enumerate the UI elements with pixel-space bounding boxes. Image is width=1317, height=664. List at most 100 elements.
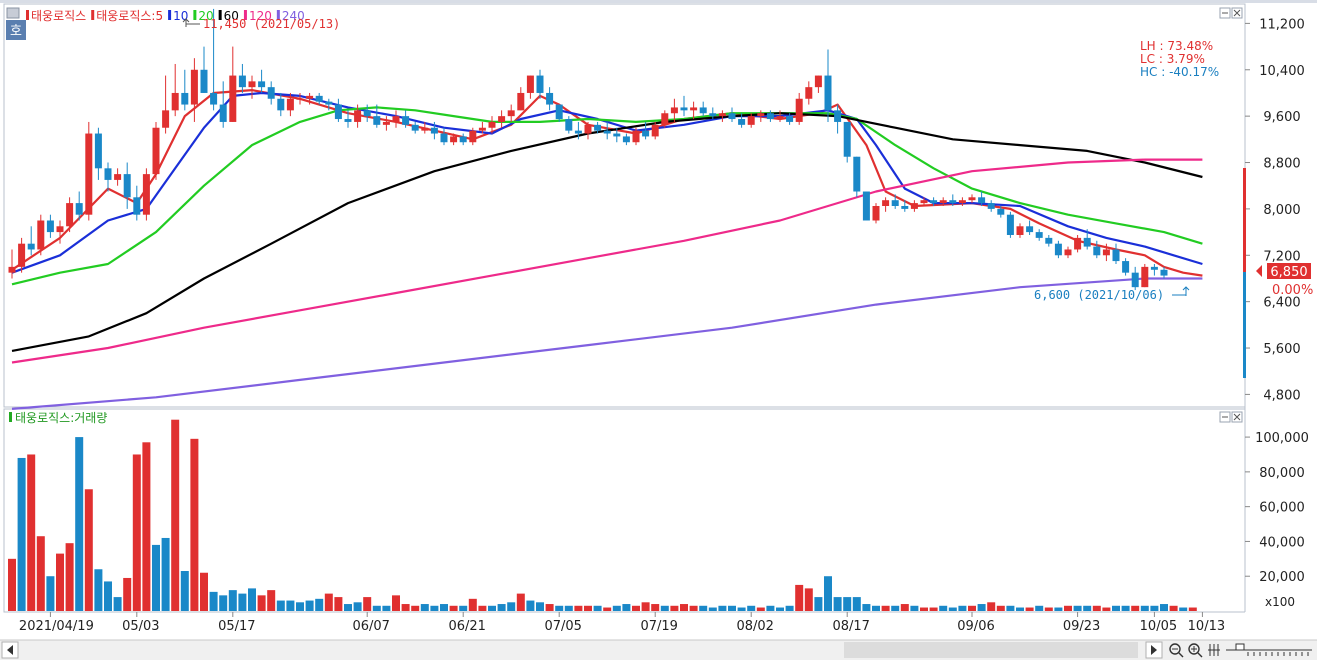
- volume-bar: [737, 607, 746, 611]
- candle: [334, 98, 342, 122]
- hoga-button[interactable]: [6, 20, 26, 40]
- stat-hc: HC : -40.17%: [1140, 65, 1219, 79]
- volume-bar: [900, 604, 909, 611]
- zoom-in-icon[interactable]: [1188, 643, 1203, 658]
- volume-bar: [75, 437, 84, 611]
- price-tick-label: 7,200: [1263, 249, 1300, 264]
- x-axis-label: 09/23: [1063, 619, 1100, 634]
- volume-bar: [459, 605, 468, 611]
- volume-bar: [622, 604, 631, 611]
- candle: [1150, 263, 1158, 276]
- x-axis-label: 06/07: [352, 619, 389, 634]
- volume-bar: [401, 604, 410, 611]
- x-axis-label: 10/13: [1188, 619, 1225, 634]
- candle: [219, 81, 227, 128]
- candle: [1160, 266, 1168, 279]
- candle: [488, 116, 496, 134]
- volume-bar: [209, 591, 218, 611]
- volume-bar: [113, 597, 122, 611]
- x-axis-label: 07/05: [544, 619, 581, 634]
- zoom-out-icon[interactable]: [1169, 643, 1184, 658]
- volume-bar: [1121, 605, 1130, 611]
- candle: [603, 121, 611, 140]
- legend-item: 20: [198, 9, 213, 23]
- candle: [315, 92, 323, 105]
- candle: [1102, 243, 1110, 262]
- volume-bar: [84, 489, 93, 611]
- stat-lh: LH : 73.48%: [1140, 39, 1213, 53]
- legend-marker: [91, 10, 95, 20]
- scroll-thumb[interactable]: [844, 642, 1138, 658]
- volume-tick-label: 60,000: [1259, 501, 1305, 516]
- volume-bar: [968, 605, 976, 611]
- candle: [1074, 234, 1082, 253]
- price-pane-controls[interactable]: [1219, 7, 1243, 19]
- candle: [1054, 240, 1062, 259]
- candle: [709, 107, 717, 120]
- volume-unit: x100: [1265, 595, 1295, 609]
- candle: [171, 63, 179, 117]
- volume-tick-label: 40,000: [1259, 535, 1305, 550]
- volume-bar: [603, 607, 612, 611]
- candle: [690, 101, 698, 120]
- volume-bar: [94, 569, 103, 611]
- fit-icon[interactable]: [1208, 644, 1220, 656]
- volume-bar: [228, 590, 237, 611]
- price-tick-label: 8,800: [1263, 157, 1300, 172]
- candle: [555, 104, 563, 122]
- volume-bar: [497, 604, 506, 611]
- volume-bar: [910, 605, 919, 611]
- candle: [1093, 240, 1101, 259]
- volume-bar: [555, 605, 564, 611]
- legend-item: 240: [282, 9, 305, 23]
- volume-bar: [632, 605, 640, 611]
- volume-bar: [718, 605, 727, 611]
- legend-marker: [168, 10, 172, 20]
- volume-bar: [1054, 607, 1063, 611]
- x-axis-label: 2021/04/19: [19, 619, 94, 634]
- candle: [325, 98, 333, 111]
- volume-bar: [276, 600, 285, 611]
- candle: [776, 110, 784, 122]
- x-axis-label: 08/17: [832, 619, 869, 634]
- candle: [229, 46, 237, 122]
- volume-bar: [507, 602, 516, 611]
- volume-bar: [747, 605, 756, 611]
- candle: [162, 75, 170, 134]
- volume-bar: [219, 595, 228, 611]
- candle: [584, 121, 592, 140]
- volume-bar: [449, 605, 458, 611]
- candle: [536, 69, 544, 99]
- price-tick-label: 6,400: [1263, 296, 1300, 311]
- candle: [738, 113, 746, 128]
- volume-bar: [814, 597, 823, 611]
- candle: [997, 206, 1005, 218]
- volume-bar: [833, 597, 842, 611]
- volume-bar: [920, 607, 928, 611]
- volume-bar: [1169, 605, 1178, 611]
- volume-bar: [36, 536, 45, 611]
- ma-line-10: [11, 91, 1203, 274]
- legend-marker: [26, 10, 29, 20]
- volume-bar: [286, 600, 295, 611]
- volume-pane-controls[interactable]: [1219, 411, 1243, 423]
- volume-bar: [46, 576, 55, 611]
- volume-bar: [564, 605, 573, 611]
- volume-tick-label: 100,000: [1255, 431, 1309, 446]
- period-slider[interactable]: [1226, 643, 1312, 656]
- volume-bar: [891, 605, 900, 611]
- volume-bar: [545, 604, 554, 611]
- volume-bar: [699, 605, 708, 611]
- horizontal-scrollbar[interactable]: [0, 639, 1317, 660]
- candle: [843, 121, 851, 163]
- candle: [757, 110, 765, 122]
- candle: [987, 200, 995, 212]
- candle: [123, 162, 131, 209]
- candle: [286, 92, 294, 117]
- candle: [37, 214, 45, 256]
- candle: [920, 197, 928, 206]
- pane-menu-icon[interactable]: [6, 7, 20, 19]
- stat-lc: LC : 3.79%: [1140, 52, 1205, 66]
- volume-bar: [948, 607, 957, 611]
- volume-bar: [8, 558, 16, 611]
